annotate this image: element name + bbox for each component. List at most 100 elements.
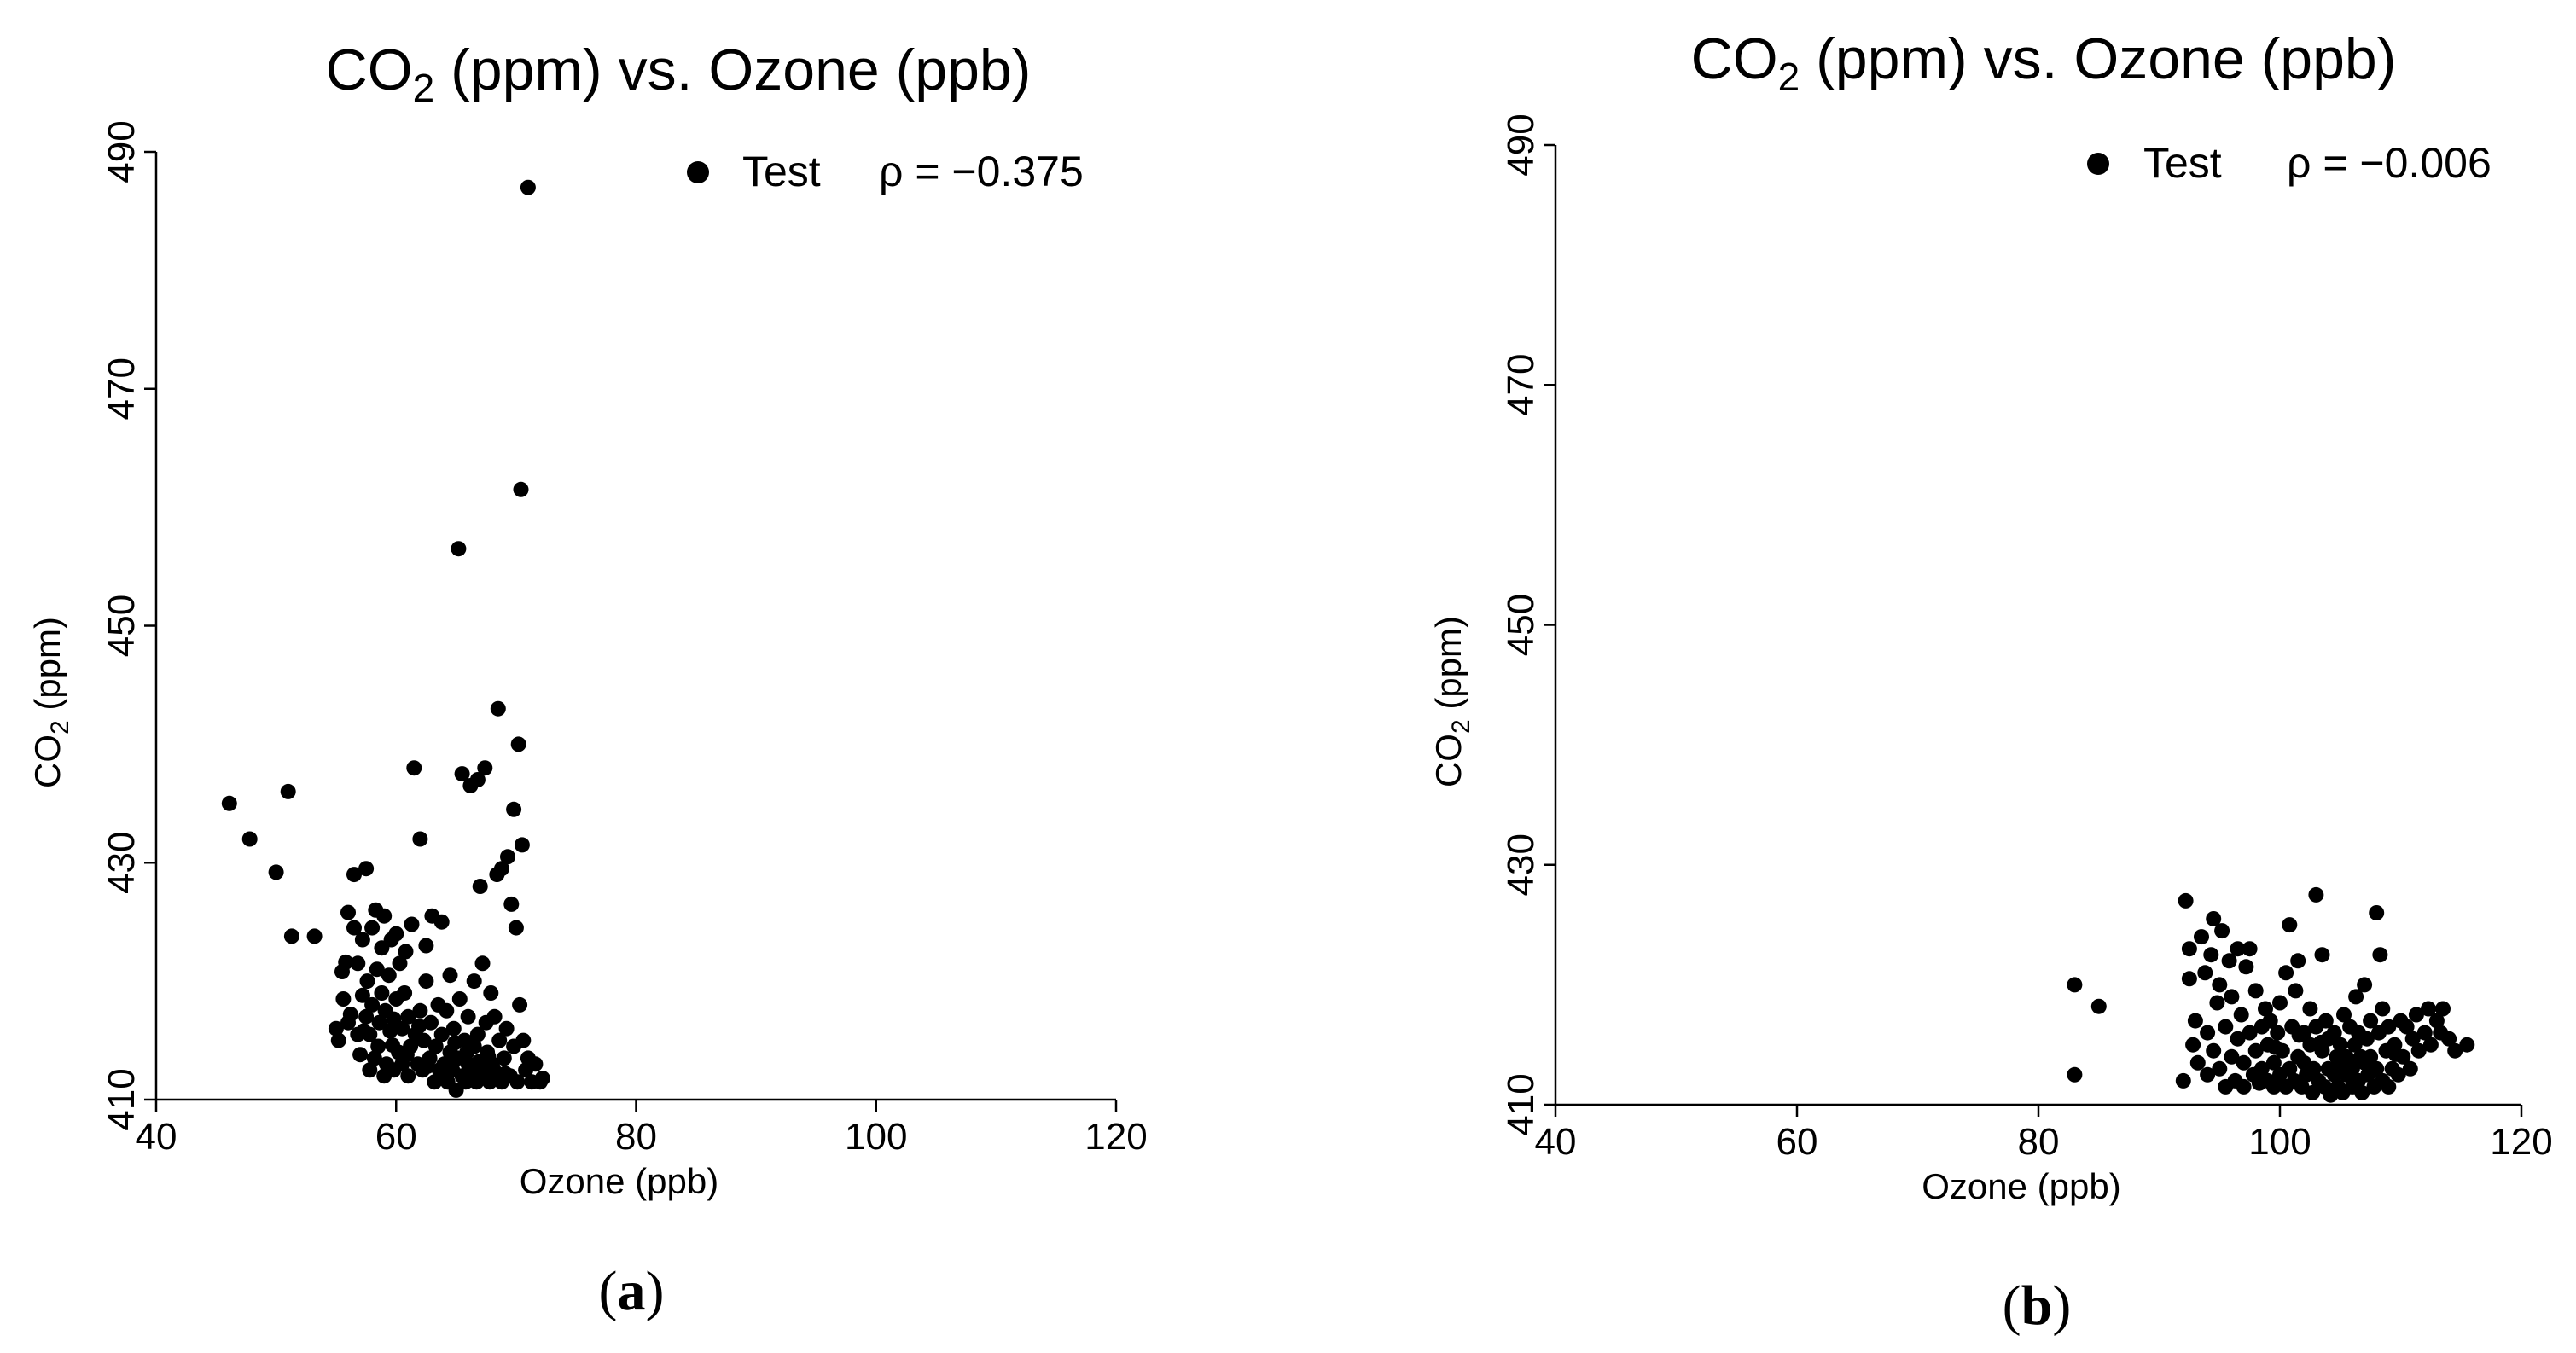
panel-label-open: ( [599,1260,618,1322]
series-0 [221,179,550,1098]
x-axis-label: Ozone (ppb) [1922,1166,2120,1206]
data-point [2270,1025,2286,1041]
legend-series-name: Test [742,148,821,195]
panel-label-letter: a [618,1260,646,1322]
data-point [514,837,530,853]
data-point [447,1035,463,1051]
data-point [364,996,381,1013]
data-point [381,967,397,984]
data-point [506,801,522,817]
data-point [418,973,434,990]
data-point [382,1023,398,1039]
data-point [354,932,370,948]
data-point [340,904,356,920]
y-axis-label-main: CO [27,735,67,788]
data-point [520,179,536,195]
data-point [497,1066,514,1082]
data-point [369,961,385,978]
data-point [2336,1007,2352,1023]
data-point [2189,1054,2206,1071]
data-point [358,1008,375,1025]
data-point [2402,1060,2418,1077]
data-point [346,920,362,936]
data-point [2212,1060,2228,1077]
panel-label-close: ) [646,1260,665,1322]
data-point [2346,1037,2363,1053]
data-point [503,896,520,912]
data-point [2200,1066,2216,1083]
data-point [510,736,526,752]
data-point [2447,1042,2463,1059]
y-tick-label: 490 [101,120,142,183]
data-point [2233,1007,2249,1023]
data-point [427,1038,444,1054]
data-point [2178,892,2194,909]
data-point [2258,1001,2273,1017]
data-point [2187,1013,2203,1029]
y-axis-label-subscript: 2 [1447,719,1475,734]
data-point [490,700,506,717]
x-tick-label: 80 [615,1116,657,1158]
data-point [442,967,458,984]
data-point [480,1049,497,1065]
data-point [374,985,390,1001]
data-point [423,1014,439,1031]
data-point [2282,1060,2298,1077]
y-axis-label: CO2 (ppm) [1428,616,1475,787]
chart-title-rest: (ppm) vs. Ozone (ppb) [434,38,1031,102]
data-point [400,1008,416,1025]
data-point [2302,1001,2318,1017]
data-point [2421,1001,2436,1017]
data-point [328,1020,344,1037]
legend-series-name: Test [2143,139,2222,187]
data-point [2364,1063,2380,1079]
data-point [2267,1039,2283,1055]
panel-label-close: ) [2052,1275,2071,1337]
data-point [2221,953,2237,969]
data-point [2326,1066,2342,1083]
data-point [2247,983,2264,999]
data-point [2181,971,2197,987]
chart-panel-b: CO2 (ppm) vs. Ozone (ppb)40 60 80 100 120410… [1428,26,2553,1337]
data-point [2206,1042,2222,1059]
y-tick-label: 430 [1500,833,1542,896]
data-point [486,1008,503,1025]
data-point [2291,1027,2307,1043]
data-point [2314,947,2330,963]
data-point [342,1007,358,1022]
x-tick-label: 40 [136,1116,177,1158]
data-point [406,760,422,776]
data-point [469,1026,486,1042]
data-point [2272,995,2288,1011]
data-point [400,1068,416,1084]
data-point [2408,1007,2424,1023]
panel-label: (a) [599,1260,665,1322]
data-point [2305,1084,2321,1100]
data-point [494,861,509,877]
chart-title-rest: (ppm) vs. Ozone (ppb) [1800,26,2396,91]
data-point [346,867,362,883]
data-point [512,996,528,1013]
panel-label-open: ( [2003,1275,2021,1337]
data-point [241,831,258,847]
y-axis-label: CO2 (ppm) [27,617,74,788]
data-point [2363,1048,2379,1065]
chart-title-subscript: 2 [413,66,435,110]
data-point [221,795,237,811]
data-point [2194,929,2209,945]
data-point [2224,989,2240,1005]
data-point [2236,1078,2252,1095]
data-point [2326,1025,2342,1041]
y-tick-label: 450 [1500,594,1542,656]
data-point [330,1032,346,1048]
data-point [491,1032,508,1048]
y-axis-label-rest: (ppm) [27,617,67,720]
data-point [2282,917,2298,933]
data-point [2247,1042,2264,1059]
data-point [2238,959,2254,975]
data-point [496,1050,512,1066]
data-point [2381,1019,2397,1035]
data-point [2340,1054,2356,1070]
data-point [394,1020,410,1037]
